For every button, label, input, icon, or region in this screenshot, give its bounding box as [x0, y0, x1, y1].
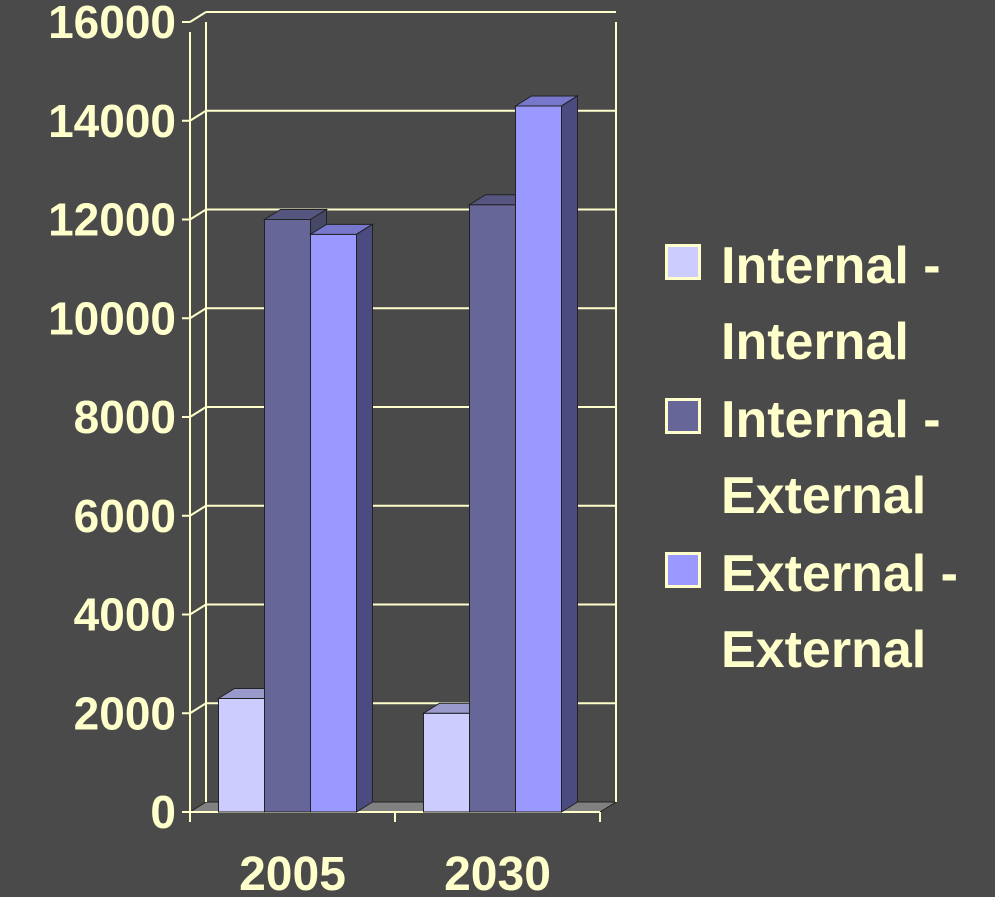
gridline-side: [189, 603, 207, 616]
gridline-side: [189, 11, 207, 23]
legend-swatch: [665, 398, 701, 434]
y-tick-label: 14000: [48, 95, 176, 147]
legend-item: External - External: [665, 536, 995, 688]
bar: [264, 219, 311, 813]
gridline-side: [189, 208, 207, 221]
y-tick-label: 12000: [48, 194, 176, 246]
gridline-side: [189, 406, 207, 418]
legend-item: Internal - Internal: [665, 228, 995, 380]
y-tick-label: 4000: [74, 589, 176, 641]
legend: Internal - Internal Internal - External Ex…: [665, 228, 995, 690]
y-tick-label: 8000: [74, 391, 176, 443]
bar-side: [561, 95, 578, 813]
bar: [423, 712, 470, 813]
legend-item: Internal - External: [665, 382, 995, 534]
y-tick-label: 2000: [74, 687, 176, 739]
legend-swatch: [665, 244, 701, 280]
x-tick-label: 2005: [239, 848, 346, 897]
legend-label: External - External: [721, 545, 958, 679]
legend-swatch: [665, 552, 701, 588]
legend-label: Internal - Internal: [721, 237, 941, 371]
y-tick-label: 16000: [48, 0, 176, 48]
bar: [310, 233, 357, 813]
gridline-side: [189, 109, 207, 122]
y-tick-label: 0: [150, 786, 176, 838]
legend-label: Internal - External: [721, 391, 941, 525]
bar: [515, 105, 562, 813]
x-tick-label: 2030: [444, 848, 551, 897]
bar-side: [356, 223, 373, 813]
y-tick-label: 10000: [48, 292, 176, 344]
gridline-side: [189, 307, 207, 320]
gridline-side: [189, 504, 207, 517]
bar: [469, 204, 516, 813]
bar: [218, 697, 265, 813]
gridline-side: [189, 702, 207, 715]
y-tick-label: 6000: [74, 490, 176, 542]
